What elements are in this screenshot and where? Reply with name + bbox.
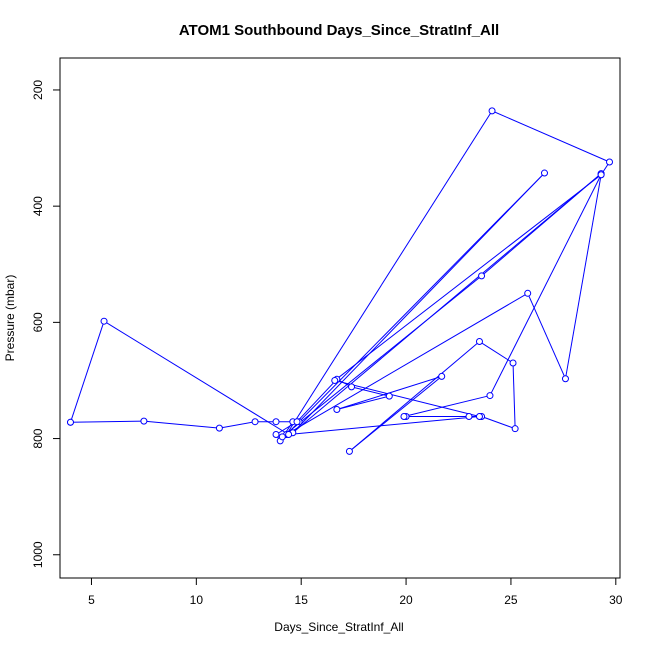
data-point (606, 158, 614, 166)
y-tick-label: 1000 (31, 541, 45, 568)
series-segment (282, 292, 528, 438)
series-segment (143, 420, 220, 429)
series-segment (491, 110, 610, 163)
data-point (278, 433, 286, 441)
data-point (215, 424, 223, 432)
series-segment (403, 395, 491, 417)
y-tick-label: 400 (31, 196, 45, 216)
data-point (333, 406, 341, 414)
series-segment (527, 293, 566, 379)
data-point (465, 412, 473, 420)
x-tick-label: 10 (190, 593, 204, 607)
data-point (348, 383, 356, 391)
series-segment (103, 320, 289, 435)
data-point (272, 418, 280, 426)
series-segment (336, 395, 390, 410)
data-point (66, 418, 74, 426)
data-point (475, 338, 483, 346)
series-lines (70, 110, 610, 452)
x-tick-label: 30 (609, 593, 623, 607)
x-tick-label: 25 (504, 593, 518, 607)
series-segment (564, 174, 602, 379)
data-point (438, 372, 446, 380)
y-axis-label: Pressure (mbar) (3, 275, 17, 362)
series-segment (282, 275, 482, 438)
data-point (385, 392, 393, 400)
series-segment (292, 173, 602, 434)
data-point (561, 375, 569, 383)
series-segment (334, 174, 602, 381)
data-point (509, 359, 517, 367)
x-tick-label: 15 (295, 593, 309, 607)
data-point (524, 289, 532, 297)
data-point (597, 171, 605, 179)
series-segment (286, 172, 545, 435)
series-segment (349, 341, 480, 452)
series-segment (70, 420, 144, 423)
data-point (478, 272, 486, 280)
series-segment (286, 110, 493, 435)
y-axis: 200 400 600 800 1000 (31, 80, 61, 568)
y-tick-label: 800 (31, 428, 45, 448)
y-tick-label: 600 (31, 312, 45, 332)
plot-frame (59, 57, 621, 579)
series-segment (489, 174, 602, 396)
series-segment (512, 363, 516, 429)
series-segment (292, 172, 545, 434)
y-tick-label: 200 (31, 80, 45, 100)
data-point (293, 418, 301, 426)
data-point (251, 418, 259, 426)
data-point (140, 417, 148, 425)
x-axis: 5 10 15 20 25 30 (88, 577, 623, 607)
data-point (345, 447, 353, 455)
series-segment (479, 341, 514, 364)
x-tick-label: 5 (88, 593, 95, 607)
data-point (285, 430, 293, 438)
data-point (511, 425, 519, 433)
data-point (272, 430, 280, 438)
data-point (100, 317, 108, 325)
x-axis-label: Days_Since_StratInf_All (274, 620, 403, 634)
data-point (475, 412, 483, 420)
series-segment (219, 421, 256, 429)
series-segment (334, 379, 480, 417)
x-tick-label: 20 (399, 593, 413, 607)
series-segment (70, 321, 105, 423)
data-point (488, 107, 496, 115)
data-point (400, 412, 408, 420)
data-point (331, 376, 339, 384)
data-point (486, 392, 494, 400)
chart-title: ATOM1 Southbound Days_Since_StratInf_All (179, 22, 499, 39)
series-segment (481, 416, 516, 430)
series-points (66, 107, 614, 455)
data-point (540, 169, 548, 177)
series-segment (296, 378, 338, 423)
series-segment (288, 415, 480, 435)
